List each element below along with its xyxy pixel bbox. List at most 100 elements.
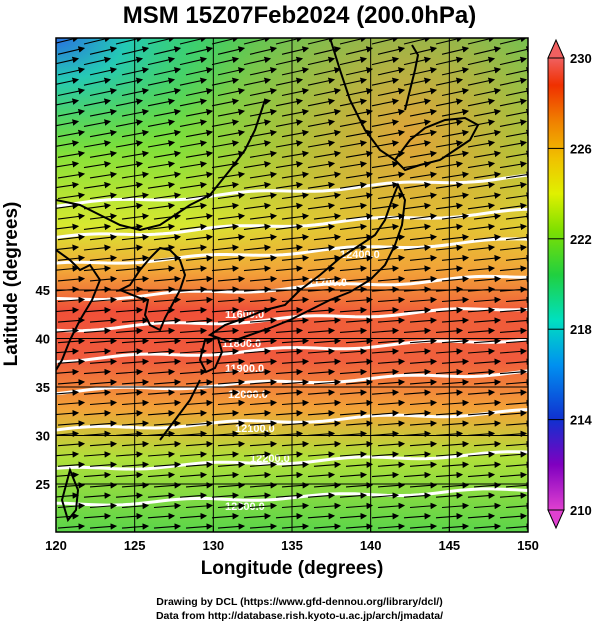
wind-vector <box>467 327 496 335</box>
wind-vector <box>371 471 400 479</box>
wind-vector <box>473 108 502 117</box>
wind-vector <box>377 337 406 345</box>
wind-vector <box>153 87 182 97</box>
wind-vector <box>243 265 272 272</box>
wind-vector <box>249 129 278 138</box>
wind-vector <box>115 348 144 355</box>
wind-vector <box>89 502 118 510</box>
wind-vector <box>441 379 470 386</box>
wind-vector <box>57 337 86 345</box>
wind-vector <box>499 38 528 45</box>
wind-vector <box>89 150 118 158</box>
wind-vector <box>345 171 374 179</box>
wind-vector <box>115 451 144 458</box>
wind-vector <box>185 275 214 283</box>
wind-vector <box>243 119 272 127</box>
coastline-ryukyu <box>159 379 201 441</box>
wind-vector <box>185 399 214 407</box>
wind-vector <box>147 181 176 189</box>
wind-vector <box>499 244 528 252</box>
wind-vector <box>153 254 182 262</box>
wind-vector <box>89 275 118 283</box>
wind-vector <box>57 87 86 97</box>
wind-vector <box>339 56 368 66</box>
wind-vector <box>313 275 342 283</box>
wind-vector <box>57 482 86 489</box>
wind-vector <box>473 234 502 241</box>
wind-vector <box>371 98 400 107</box>
wind-vector <box>83 306 112 314</box>
colorbar-ticks: 230 226 222 218 214 210 <box>548 51 592 518</box>
wind-vector <box>467 161 496 169</box>
wind-vector <box>499 451 528 458</box>
wind-vector <box>377 87 406 97</box>
wind-vector <box>473 399 502 407</box>
wind-vector <box>473 523 502 530</box>
x-tick-label: 125 <box>124 538 146 553</box>
wind-vector <box>57 523 86 530</box>
wind-vector <box>275 409 304 417</box>
wind-vector <box>345 317 374 324</box>
y-tick-label: 30 <box>36 429 50 444</box>
wind-vector <box>249 523 278 530</box>
wind-vector <box>499 77 528 86</box>
wind-vector <box>409 379 438 386</box>
wind-vector <box>275 119 304 127</box>
wind-vector <box>377 234 406 241</box>
wind-vector <box>179 348 208 355</box>
wind-vector <box>409 213 438 220</box>
wind-vector <box>89 67 118 76</box>
wind-vector <box>83 451 112 458</box>
wind-vector <box>147 512 176 520</box>
wind-vector <box>345 399 374 407</box>
wind-vector <box>307 306 336 314</box>
y-axis-label: Latitude (degrees) <box>1 201 22 367</box>
wind-vector <box>339 119 368 127</box>
wind-vector <box>281 171 310 179</box>
wind-vector <box>83 512 112 520</box>
contour-line <box>56 337 528 364</box>
wind-vector <box>377 213 406 220</box>
wind-vector <box>313 234 342 241</box>
wind-vector <box>179 306 208 314</box>
wind-vector <box>409 502 438 510</box>
wind-vector <box>217 234 246 241</box>
wind-vector <box>441 317 470 324</box>
wind-vector <box>313 46 342 55</box>
wind-vector <box>467 409 496 417</box>
wind-vector <box>83 409 112 417</box>
wind-vector <box>57 213 86 220</box>
wind-vector <box>307 389 336 396</box>
wind-vector <box>377 46 406 55</box>
wind-vector <box>57 171 86 179</box>
wind-vector <box>89 379 118 386</box>
wind-vector <box>409 192 438 200</box>
wind-vector <box>467 56 496 66</box>
wind-vector <box>473 337 502 345</box>
wind-vector <box>371 348 400 355</box>
wind-vector <box>499 265 528 272</box>
coastline-sakhalin <box>404 44 420 111</box>
wind-vector <box>211 119 240 127</box>
wind-vector <box>179 119 208 127</box>
wind-vector <box>473 440 502 448</box>
wind-vector <box>313 67 342 76</box>
wind-vector <box>377 129 406 138</box>
x-tick-label: 120 <box>45 538 67 553</box>
wind-vector <box>467 368 496 376</box>
wind-vector <box>275 492 304 499</box>
wind-vector <box>89 523 118 530</box>
wind-vector <box>281 46 310 55</box>
wind-vector <box>377 523 406 530</box>
wind-vector <box>57 296 86 304</box>
wind-vector <box>147 56 176 66</box>
wind-vector <box>179 368 208 376</box>
wind-vector <box>217 150 246 158</box>
wind-vector <box>313 379 342 386</box>
x-tick-label: 150 <box>517 538 539 553</box>
wind-vector <box>217 420 246 427</box>
wind-vector <box>371 512 400 520</box>
wind-vector <box>441 399 470 407</box>
wind-vector <box>467 119 496 127</box>
wind-vector <box>211 223 240 231</box>
